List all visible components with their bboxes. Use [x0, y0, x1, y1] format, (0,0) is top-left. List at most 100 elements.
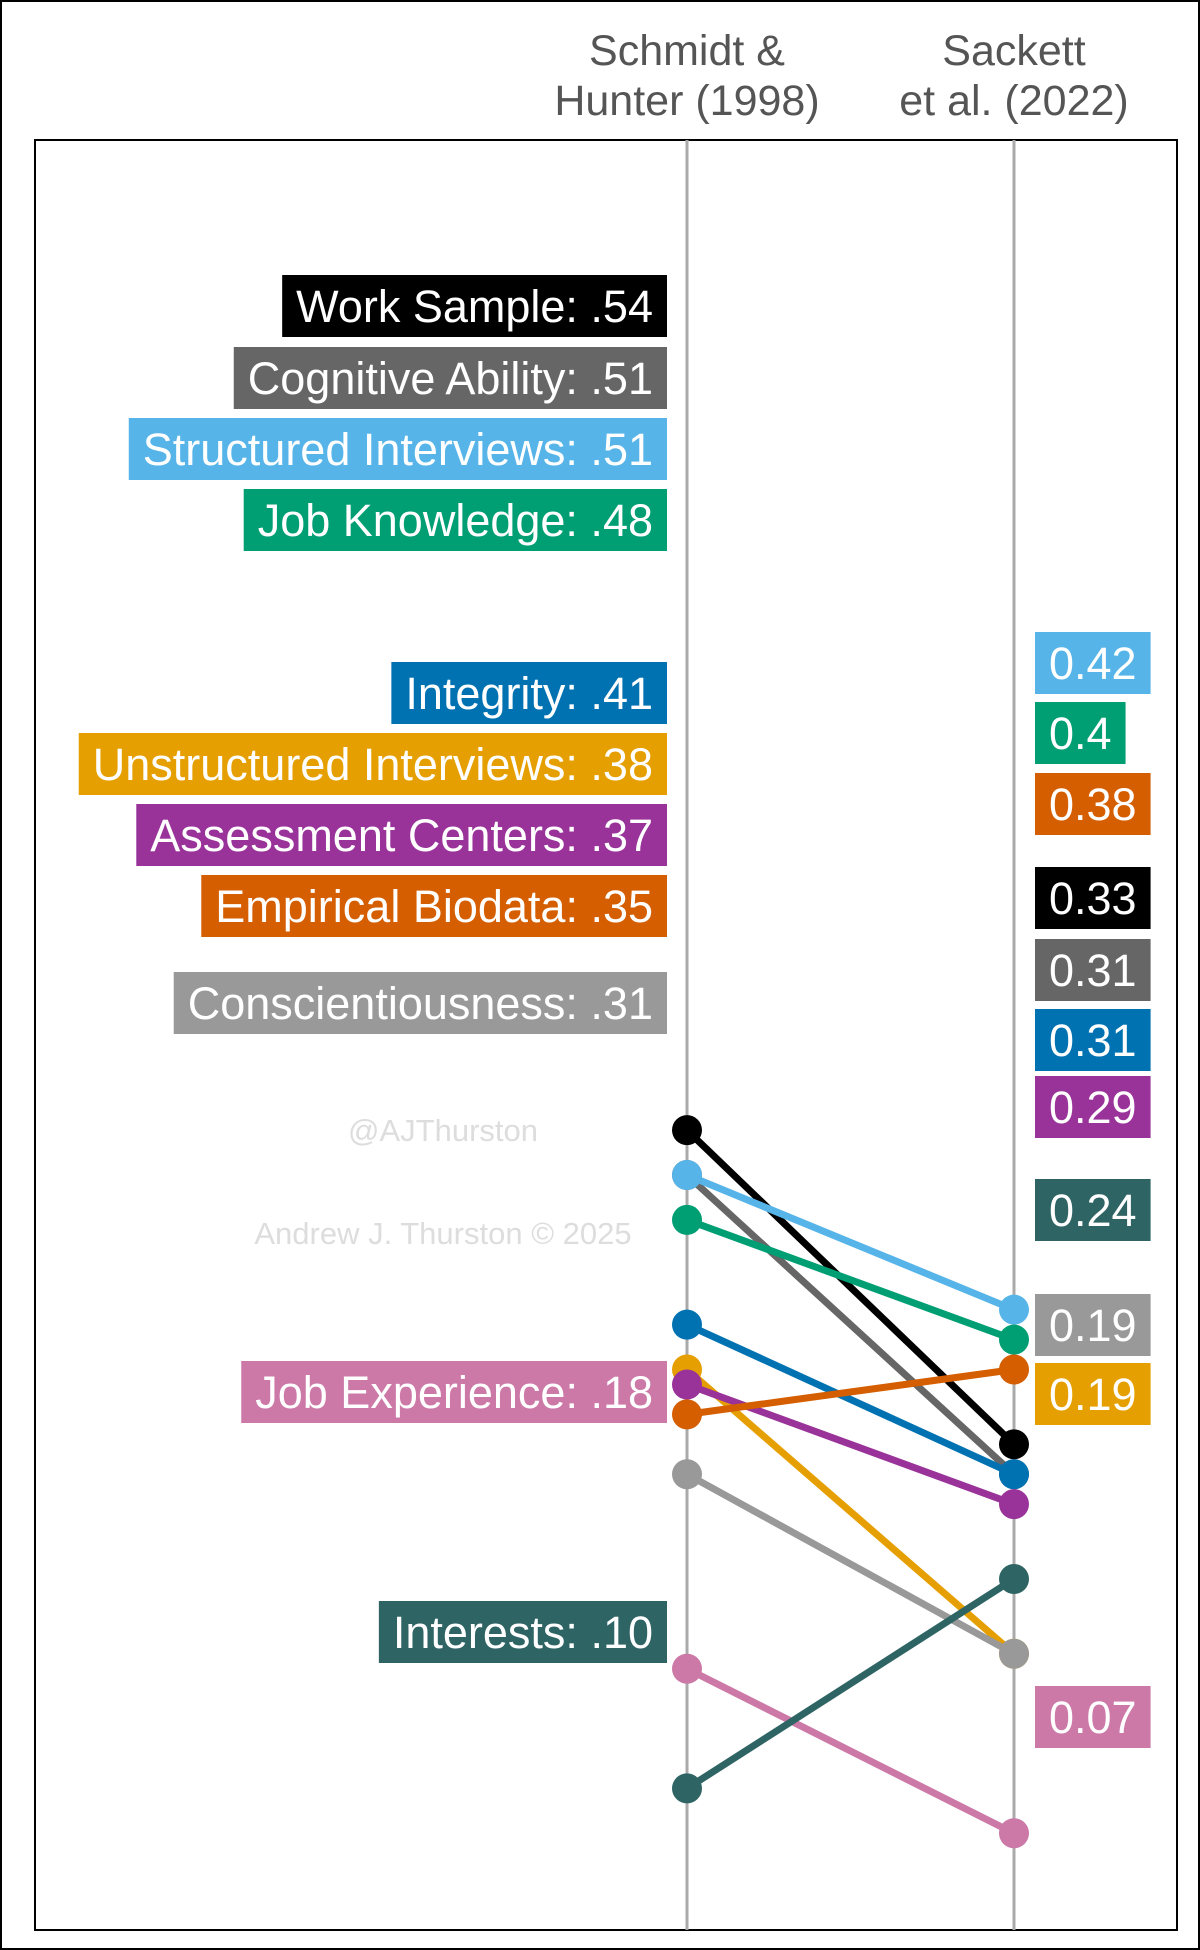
- left-label-conscientiousness: Conscientiousness: .31: [173, 972, 667, 1034]
- right-labels: 0.33 0.31 0.42 0.4 0.31 0.19 0.29 0.38 0.19 0.07 0…: [1035, 632, 1151, 1748]
- left-label-box-integrity: [391, 662, 667, 724]
- left-label-box-conscientiousness: [173, 972, 667, 1034]
- right-label-text-integrity: 0.31: [1049, 1015, 1137, 1066]
- left-label-box-empirical-biodata: [201, 875, 667, 937]
- right-label-empirical-biodata: 0.38: [1035, 773, 1151, 835]
- point-left-interests: [672, 1773, 702, 1804]
- left-label-cognitive-ability: Cognitive Ability: .51: [233, 347, 667, 409]
- series-line-cognitive-ability: [683, 1171, 1018, 1478]
- left-label-job-knowledge: Job Knowledge: .48: [243, 489, 667, 551]
- right-label-box-structured-interviews: [1035, 632, 1151, 694]
- right-label-text-job-experience: 0.07: [1049, 1692, 1137, 1743]
- right-label-text-work-sample: 0.33: [1049, 873, 1137, 924]
- left-label-text-conscientiousness: Conscientiousness: .31: [188, 978, 653, 1029]
- series-line-job-knowledge: [683, 1216, 1018, 1344]
- right-label-text-conscientiousness: 0.19: [1049, 1300, 1137, 1351]
- right-label-box-work-sample: [1035, 867, 1151, 929]
- right-label-job-knowledge: 0.4: [1035, 702, 1126, 764]
- left-label-box-assessment-centers: [136, 804, 667, 866]
- watermark-copyright: Andrew J. Thurston © 2025: [254, 1216, 631, 1251]
- right-label-interests: 0.24: [1035, 1179, 1151, 1241]
- left-label-text-job-knowledge: Job Knowledge: .48: [258, 495, 653, 546]
- point-right-assessment-centers: [999, 1489, 1029, 1520]
- right-label-box-cognitive-ability: [1035, 939, 1151, 1001]
- right-label-text-unstructured-interviews: 0.19: [1049, 1369, 1137, 1420]
- left-label-box-job-knowledge: [243, 489, 667, 551]
- right-label-box-unstructured-interviews: [1035, 1363, 1151, 1425]
- column-header-right-line-2: et al. (2022): [899, 77, 1128, 125]
- right-label-conscientiousness: 0.19: [1035, 1294, 1151, 1356]
- left-label-assessment-centers: Assessment Centers: .37: [136, 804, 667, 866]
- right-label-text-cognitive-ability: 0.31: [1049, 945, 1137, 996]
- left-label-text-assessment-centers: Assessment Centers: .37: [150, 810, 653, 861]
- right-label-text-empirical-biodata: 0.38: [1049, 779, 1137, 830]
- right-label-structured-interviews: 0.42: [1035, 632, 1151, 694]
- point-left-job-knowledge: [672, 1204, 702, 1235]
- left-label-text-work-sample: Work Sample: .54: [296, 281, 653, 332]
- right-label-text-structured-interviews: 0.42: [1049, 638, 1137, 689]
- column-header-left-line-1: Schmidt &: [589, 27, 785, 75]
- point-right-interests: [999, 1563, 1029, 1594]
- right-label-integrity: 0.31: [1035, 1009, 1151, 1071]
- left-label-box-unstructured-interviews: [78, 733, 667, 795]
- plot-panel: [34, 139, 1178, 1931]
- point-left-work-sample: [672, 1115, 702, 1146]
- left-labels: Work Sample: .54 Cognitive Ability: .51 St…: [78, 275, 667, 1663]
- series-line-empirical-biodata: [683, 1366, 1018, 1418]
- right-label-cognitive-ability: 0.31: [1035, 939, 1151, 1001]
- left-label-text-cognitive-ability: Cognitive Ability: .51: [248, 353, 653, 404]
- right-label-box-job-knowledge: [1035, 702, 1126, 764]
- left-label-job-experience: Job Experience: .18: [241, 1361, 667, 1423]
- left-label-text-interests: Interests: .10: [393, 1607, 653, 1658]
- point-right-job-knowledge: [999, 1324, 1029, 1355]
- right-label-assessment-centers: 0.29: [1035, 1076, 1151, 1138]
- left-label-text-job-experience: Job Experience: .18: [255, 1367, 653, 1418]
- left-label-box-structured-interviews: [128, 418, 667, 480]
- right-label-box-job-experience: [1035, 1686, 1151, 1748]
- right-label-box-integrity: [1035, 1009, 1151, 1071]
- left-label-interests: Interests: .10: [378, 1601, 667, 1663]
- point-right-empirical-biodata: [999, 1354, 1029, 1385]
- series-line-integrity: [683, 1321, 1018, 1478]
- series-line-work-sample: [683, 1126, 1018, 1448]
- left-label-structured-interviews: Structured Interviews: .51: [128, 418, 667, 480]
- watermark-handle: @AJThurston: [348, 1113, 538, 1148]
- column-header-right-line-1: Sackett: [942, 27, 1085, 75]
- right-label-unstructured-interviews: 0.19: [1035, 1363, 1151, 1425]
- point-right-structured-interviews: [999, 1294, 1029, 1325]
- series-line-structured-interviews: [683, 1171, 1018, 1314]
- left-label-integrity: Integrity: .41: [391, 662, 667, 724]
- right-label-box-assessment-centers: [1035, 1076, 1151, 1138]
- left-label-box-job-experience: [241, 1361, 667, 1423]
- point-left-assessment-centers: [672, 1369, 702, 1400]
- left-label-unstructured-interviews: Unstructured Interviews: .38: [78, 733, 667, 795]
- point-right-work-sample: [999, 1429, 1029, 1460]
- right-label-text-interests: 0.24: [1049, 1185, 1137, 1236]
- series-line-unstructured-interviews: [683, 1366, 1018, 1658]
- right-label-text-job-knowledge: 0.4: [1049, 708, 1112, 759]
- series-line-conscientiousness: [683, 1470, 1018, 1658]
- left-label-box-interests: [378, 1601, 667, 1663]
- left-label-work-sample: Work Sample: .54: [282, 275, 667, 337]
- left-label-text-empirical-biodata: Empirical Biodata: .35: [215, 881, 653, 932]
- left-label-text-unstructured-interviews: Unstructured Interviews: .38: [93, 739, 653, 790]
- right-label-box-conscientiousness: [1035, 1294, 1151, 1356]
- series-lines: [683, 1126, 1018, 1837]
- left-label-text-integrity: Integrity: .41: [405, 668, 653, 719]
- series-line-interests: [683, 1575, 1018, 1792]
- right-label-box-empirical-biodata: [1035, 773, 1151, 835]
- point-left-empirical-biodata: [672, 1399, 702, 1430]
- point-left-integrity: [672, 1309, 702, 1340]
- point-right-job-experience: [999, 1818, 1029, 1849]
- column-header-left-line-2: Hunter (1998): [554, 77, 819, 125]
- left-label-box-cognitive-ability: [233, 347, 667, 409]
- right-label-job-experience: 0.07: [1035, 1686, 1151, 1748]
- point-left-structured-interviews: [672, 1160, 702, 1191]
- point-right-conscientiousness: [999, 1638, 1029, 1669]
- point-left-job-experience: [672, 1653, 702, 1684]
- point-left-conscientiousness: [672, 1459, 702, 1490]
- series-points: [672, 1115, 1029, 1849]
- left-label-empirical-biodata: Empirical Biodata: .35: [201, 875, 667, 937]
- point-right-integrity: [999, 1459, 1029, 1490]
